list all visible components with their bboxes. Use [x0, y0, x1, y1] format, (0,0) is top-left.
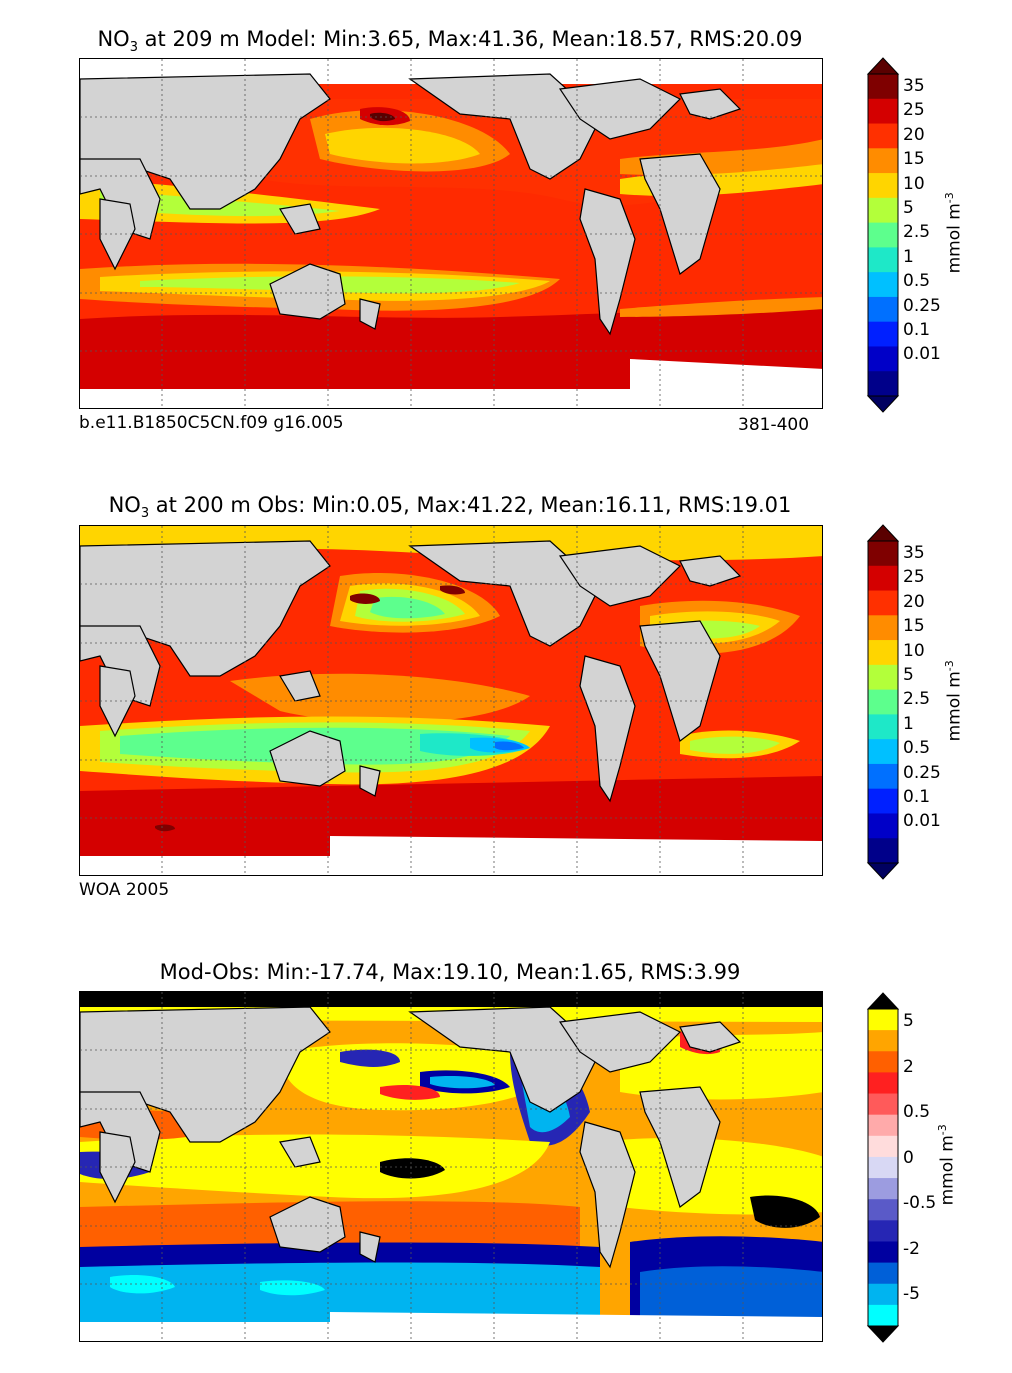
panel2-title: NO3 at 200 m Obs: Min:0.05, Max:41.22, M… [108, 493, 792, 522]
colorbar-segment [868, 321, 898, 347]
colorbar-tick-label: -5 [903, 1284, 920, 1304]
colorbar-segment [868, 664, 898, 691]
colorbar-tick-label: 5 [903, 1011, 914, 1031]
panel1-colorbar [866, 57, 900, 413]
colorbar-segment [868, 813, 898, 839]
colorbar-tick-label: 1 [903, 246, 914, 267]
colorbar-segment [868, 1072, 898, 1095]
colorbar-segment [868, 1009, 898, 1031]
colorbar-segment [868, 1199, 898, 1221]
colorbar-segment [868, 640, 898, 666]
colorbar-tick-label: 2.5 [903, 222, 931, 243]
colorbar-segment [868, 1030, 898, 1052]
colorbar-segment [868, 346, 898, 372]
difference-map [79, 991, 823, 1342]
colorbar-tick-label: 35 [903, 76, 925, 96]
colorbar-segment [868, 173, 898, 199]
colorbar-tick-label: 0.25 [903, 295, 941, 316]
colorbar-extend-min [866, 862, 900, 880]
colorbar-tick-label: -2 [903, 1238, 920, 1259]
colorbar-segment [868, 1262, 898, 1285]
colorbar-tick-label: 0.1 [903, 787, 931, 807]
colorbar-tick-label: 2.5 [903, 689, 931, 710]
colorbar-tick-label: 10 [903, 640, 925, 661]
panel1-units: mmol m-3 [942, 192, 965, 274]
colorbar-tick-label: 5 [903, 665, 914, 685]
panel2-units: mmol m-3 [942, 660, 965, 742]
colorbar-segment [868, 689, 898, 715]
colorbar-segment [868, 565, 898, 592]
colorbar-tick-label: 20 [903, 124, 925, 145]
colorbar-segment [868, 1093, 898, 1116]
panel2-source-label: WOA 2005 [79, 880, 170, 900]
obs-no3-map [79, 525, 823, 876]
colorbar-segment [868, 148, 898, 174]
colorbar-segment [868, 296, 898, 323]
colorbar-segment [868, 714, 898, 740]
colorbar-segment [868, 247, 898, 273]
colorbar-tick-label: 25 [903, 100, 925, 121]
colorbar-extend-max [866, 57, 900, 75]
colorbar-extend-min [866, 395, 900, 413]
colorbar-segment [868, 371, 898, 397]
colorbar-tick-label: 5 [903, 198, 914, 218]
colorbar-segment [868, 1220, 898, 1242]
panel2-colorbar [866, 524, 900, 880]
model-no3-map [79, 58, 823, 409]
panel3-units: mmol m-3 [935, 1124, 958, 1206]
colorbar-segment [868, 98, 898, 125]
colorbar-extend-min [866, 1325, 900, 1343]
colorbar-segment [868, 222, 898, 248]
colorbar-tick-label: 25 [903, 567, 925, 588]
colorbar-segment [868, 197, 898, 224]
colorbar-tick-label: 1 [903, 713, 914, 734]
colorbar-tick-label: 15 [903, 149, 925, 170]
colorbar-segment [868, 838, 898, 864]
colorbar-tick-label: 10 [903, 173, 925, 194]
panel3-colorbar [866, 992, 900, 1343]
colorbar-segment [868, 1283, 898, 1306]
panel1-years-label: 381-400 [738, 415, 810, 435]
panel1-case-label: b.e11.B1850C5CN.f09 g16.005 [79, 413, 344, 433]
colorbar-tick-label: -0.5 [903, 1193, 937, 1213]
colorbar-tick-label: 0.25 [903, 762, 941, 783]
colorbar-segment [868, 541, 898, 567]
colorbar-tick-label: 0.01 [903, 811, 941, 832]
colorbar-segment [868, 123, 898, 149]
colorbar-tick-label: 35 [903, 543, 925, 563]
colorbar-tick-label: 2 [903, 1056, 914, 1077]
colorbar-tick-label: 0.01 [903, 344, 941, 365]
colorbar-segment [868, 1156, 898, 1179]
colorbar-segment [868, 590, 898, 616]
colorbar-segment [868, 1241, 898, 1264]
colorbar-segment [868, 1114, 898, 1137]
colorbar-segment [868, 615, 898, 641]
colorbar-segment [868, 739, 898, 765]
colorbar-tick-label: 0.5 [903, 1102, 931, 1122]
colorbar-segment [868, 1135, 898, 1158]
panel3-title: Mod-Obs: Min:-17.74, Max:19.10, Mean:1.6… [159, 960, 741, 984]
colorbar-tick-label: 0.5 [903, 271, 931, 292]
colorbar-segment [868, 1178, 898, 1200]
colorbar-segment [868, 1304, 898, 1327]
colorbar-segment [868, 763, 898, 790]
colorbar-tick-label: 0.1 [903, 320, 931, 340]
panel1-title: NO3 at 209 m Model: Min:3.65, Max:41.36,… [97, 27, 803, 56]
colorbar-tick-label: 15 [903, 616, 925, 637]
colorbar-segment [868, 74, 898, 100]
colorbar-extend-max [866, 992, 900, 1010]
colorbar-tick-label: 20 [903, 591, 925, 612]
colorbar-tick-label: 0 [903, 1147, 914, 1168]
colorbar-segment [868, 788, 898, 814]
colorbar-segment [868, 1051, 898, 1073]
colorbar-segment [868, 272, 898, 298]
colorbar-tick-label: 0.5 [903, 738, 931, 759]
colorbar-extend-max [866, 524, 900, 542]
